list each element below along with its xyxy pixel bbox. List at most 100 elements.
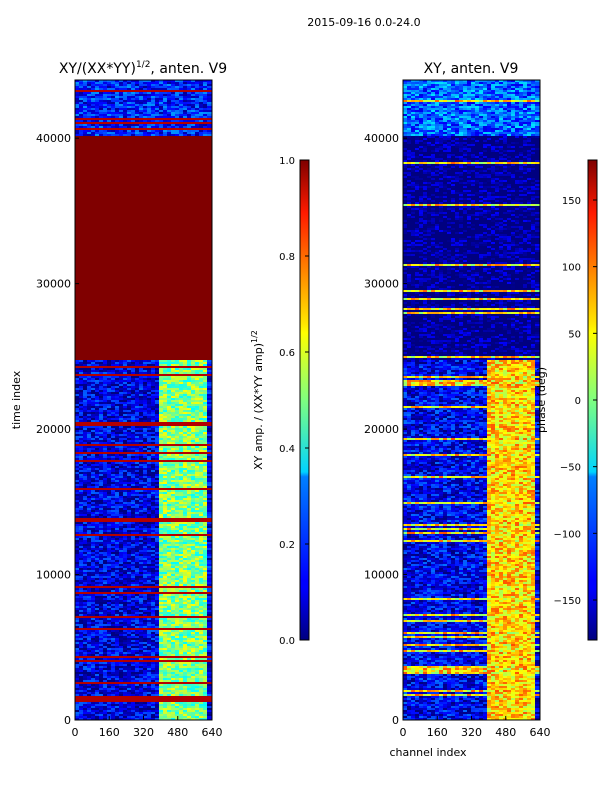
heat-cell (187, 196, 192, 199)
heat-cell (79, 190, 84, 193)
heat-cell (203, 320, 208, 323)
heat-cell (207, 216, 212, 219)
heat-cell (207, 88, 212, 91)
heat-cell (135, 122, 140, 125)
heat-cell (131, 128, 136, 131)
heat-cell (163, 362, 168, 365)
heat-cell (207, 134, 212, 137)
heat-cell (131, 232, 136, 235)
heat-cell (91, 178, 96, 181)
heat-cell (159, 252, 164, 255)
heat-cell (139, 98, 144, 101)
heat-cell (87, 172, 92, 175)
heat-cell (195, 148, 200, 151)
heat-cell (159, 214, 164, 217)
heat-cell (207, 182, 212, 185)
heat-cell (207, 254, 212, 257)
heat-cell (107, 318, 112, 321)
heat-cell (83, 88, 88, 91)
heat-cell (163, 310, 168, 313)
heat-cell (115, 112, 120, 115)
heat-cell (127, 138, 132, 141)
heat-cell (159, 188, 164, 191)
heat-cell (195, 262, 200, 265)
heat-cell (143, 270, 148, 273)
heat-cell (79, 258, 84, 261)
heat-cell (151, 324, 156, 327)
heat-cell (75, 266, 80, 269)
heat-cell (191, 258, 196, 261)
heat-cell (187, 220, 192, 223)
heat-cell (139, 166, 144, 169)
heat-cell (203, 230, 208, 233)
heat-cell (91, 156, 96, 159)
heat-cell (151, 250, 156, 253)
heat-cell (87, 280, 92, 283)
heat-cell (195, 302, 200, 305)
heat-cell (123, 94, 128, 97)
heat-cell (127, 362, 132, 365)
heat-cell (99, 256, 104, 259)
heat-cell (163, 274, 168, 277)
heat-cell (91, 342, 96, 345)
heat-cell (183, 326, 188, 329)
heat-cell (175, 362, 180, 365)
heat-cell (159, 364, 164, 367)
heat-cell (175, 170, 180, 173)
heat-cell (191, 200, 196, 203)
heat-cell (183, 360, 188, 363)
heat-cell (139, 372, 144, 375)
heat-cell (179, 312, 184, 315)
heat-cell (107, 268, 112, 271)
heat-cell (147, 172, 152, 175)
heat-cell (199, 258, 204, 261)
heat-cell (103, 330, 108, 333)
heat-cell (95, 354, 100, 357)
heat-cell (131, 142, 136, 145)
heat-cell (127, 222, 132, 225)
heat-cell (171, 112, 176, 115)
heat-cell (111, 340, 116, 343)
heat-cell (187, 216, 192, 219)
heat-cell (171, 338, 176, 341)
heat-cell (111, 192, 116, 195)
heat-cell (131, 288, 136, 291)
heat-cell (143, 136, 148, 139)
heat-cell (203, 238, 208, 241)
heat-cell (123, 164, 128, 167)
heat-cell (167, 208, 172, 211)
heat-cell (179, 280, 184, 283)
heat-cell (187, 270, 192, 273)
heat-cell (163, 234, 168, 237)
heat-cell (187, 338, 192, 341)
heat-cell (147, 106, 152, 109)
heat-cell (183, 124, 188, 127)
heat-cell (199, 122, 204, 125)
heat-cell (135, 142, 140, 145)
heat-cell (143, 246, 148, 249)
heat-cell (195, 296, 200, 299)
heat-cell (151, 176, 156, 179)
heat-cell (151, 100, 156, 103)
heat-cell (179, 184, 184, 187)
heat-cell (143, 260, 148, 263)
heat-cell (119, 192, 124, 195)
heat-cell (139, 152, 144, 155)
heat-cell (79, 182, 84, 185)
heat-cell (103, 106, 108, 109)
heat-cell (131, 186, 136, 189)
heat-cell (119, 272, 124, 275)
heat-cell (115, 100, 120, 103)
heat-cell (163, 140, 168, 143)
heat-cell (179, 200, 184, 203)
heat-cell (131, 166, 136, 169)
heat-cell (175, 116, 180, 119)
heat-cell (151, 208, 156, 211)
heat-cell (191, 346, 196, 349)
heat-cell (87, 92, 92, 95)
heat-cell (167, 162, 172, 165)
heat-cell (207, 86, 212, 89)
heat-cell (155, 278, 160, 281)
heat-cell (87, 324, 92, 327)
heat-cell (195, 114, 200, 117)
